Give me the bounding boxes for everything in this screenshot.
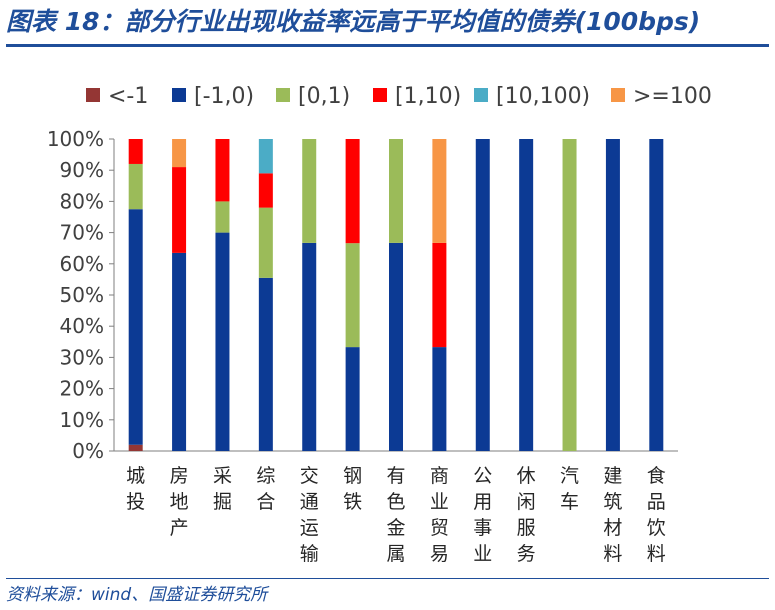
bar-segment (172, 167, 187, 253)
bar-segment (649, 139, 664, 451)
bar-segment (432, 347, 447, 451)
legend-swatch (611, 88, 625, 102)
bar-segment (389, 242, 403, 451)
legend-label: >=100 (633, 84, 712, 109)
bar-segment (562, 139, 577, 451)
bar-segment (258, 139, 273, 174)
bar-segment (605, 139, 620, 451)
y-tick-label: 30% (60, 345, 104, 369)
x-tick-label: 采掘 (213, 465, 232, 513)
x-tick-label: 食品饮料 (647, 465, 666, 565)
bar-segment (258, 173, 273, 208)
bar-segment (519, 139, 534, 451)
legend-swatch (474, 88, 488, 102)
x-tick-label: 房地产 (170, 465, 189, 539)
bar-segment (128, 444, 143, 451)
bar-segment (475, 139, 490, 451)
bar-segment (345, 139, 360, 244)
x-tick-label: 交通运输 (300, 465, 319, 565)
y-tick-label: 60% (60, 252, 104, 276)
x-tick-label: 城投 (126, 465, 145, 513)
bar-segment (302, 242, 317, 451)
source-note: 资料来源：wind、国盛证券研究所 (6, 585, 268, 605)
x-tick-label: 建筑材料 (603, 465, 622, 565)
y-tick-label: 40% (60, 314, 104, 338)
y-tick-label: 20% (60, 377, 104, 401)
y-tick-label: 80% (60, 189, 104, 213)
bar-segment (215, 232, 230, 451)
x-tick-label: 有色金属 (386, 465, 405, 565)
bar-segment (258, 207, 273, 278)
bar-segment (215, 139, 230, 202)
y-tick-label: 0% (72, 439, 104, 463)
y-tick-label: 70% (60, 221, 104, 245)
bar-segment (128, 209, 143, 445)
legend-label: [1,10) (395, 84, 461, 109)
x-tick-label: 休闲服务 (517, 465, 536, 565)
x-tick-label: 公用事业 (473, 465, 492, 565)
bar-segment (432, 242, 447, 348)
x-tick-label: 商业贸易 (430, 465, 449, 565)
legend-label: <-1 (108, 84, 148, 109)
legend-swatch (172, 88, 186, 102)
x-tick-label: 汽车 (560, 465, 579, 513)
bar-segment (389, 139, 403, 243)
bar-segment (128, 139, 143, 164)
bar-segment (345, 347, 360, 451)
y-tick-label: 100% (47, 127, 104, 151)
bar-segment (215, 201, 230, 233)
legend-label: [-1,0) (194, 84, 254, 109)
y-tick-label: 90% (60, 158, 104, 182)
x-tick-label: 钢铁 (343, 465, 362, 513)
bar-segment (432, 139, 447, 243)
stacked-bar-chart: 0% 10% 20% 30% 40% 50% 60% 70% 80% 90% 100% 城投 房地产 采掘… (47, 84, 712, 565)
legend-swatch (276, 88, 290, 102)
figure-title: 图表 18：部分行业出现收益率远高于平均值的债券(100bps) (6, 7, 701, 36)
legend-label: [0,1) (298, 84, 350, 109)
bar-segment (302, 139, 317, 243)
bar-segment (345, 243, 360, 348)
source-rule (6, 578, 769, 579)
y-tick-label: 10% (60, 408, 104, 432)
bar-segment (172, 139, 187, 168)
bar-segment (128, 163, 143, 210)
y-tick-label: 50% (60, 283, 104, 307)
x-tick-label: 综合 (256, 465, 275, 513)
legend-swatch (86, 88, 100, 102)
title-rule (6, 44, 769, 47)
legend-label: [10,100) (496, 84, 590, 109)
bar-segment (258, 277, 273, 451)
legend-swatch (373, 88, 387, 102)
bar-segment (172, 252, 187, 451)
